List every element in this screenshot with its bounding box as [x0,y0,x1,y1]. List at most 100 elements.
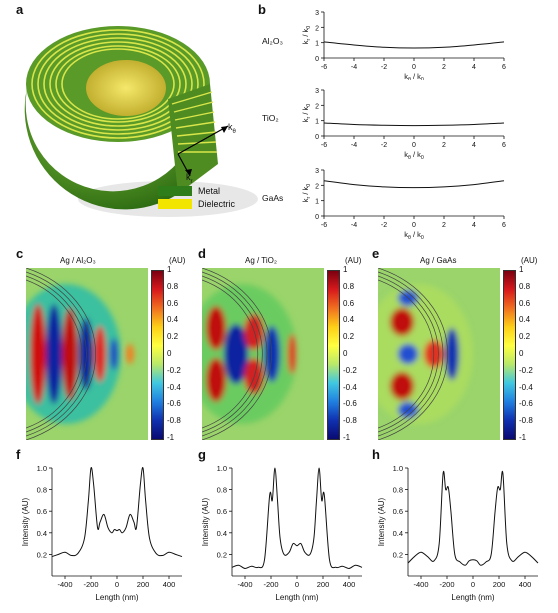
plot-frame [324,170,504,216]
y-tick-label: 0.2 [37,550,47,559]
y-axis-label: kr / k0 [301,26,312,45]
colorbar-tick-label: -0.2 [519,365,533,375]
y-tick-label: 0.4 [393,529,403,538]
legend-item-dielectric: Dielectric [158,199,235,209]
series-line [323,41,505,49]
series-line [407,470,539,566]
x-tick-label: 400 [163,580,176,589]
colorbar-tick-label: 0.2 [167,332,179,342]
panel-label-g: g [198,447,206,462]
x-tick-label: -400 [413,580,428,589]
colorbar-tick-label: -0.8 [167,416,181,426]
colorbar-tick-label: -0.2 [167,365,181,375]
plot-frame [324,12,504,58]
material-legend: Metal Dielectric [158,186,235,209]
colorbar-tick-label: -1 [519,433,527,442]
colorbar-tick-label: 1 [343,265,348,274]
y-tick-label: 0 [315,56,319,63]
x-tick-label: -200 [263,580,278,589]
y-tick-label: 0.6 [37,507,47,516]
series-line [323,180,505,189]
x-tick-label: 4 [472,64,476,71]
y-tick-label: 0.8 [217,486,227,495]
y-tick-label: 1.0 [37,464,47,473]
y-tick-label: 0.4 [217,529,227,538]
colorbar-unit: (AU) [521,256,538,265]
x-tick-label: -200 [83,580,98,589]
x-tick-label: 200 [493,580,506,589]
field-map-c [26,268,148,440]
field-map-d [202,268,324,440]
colorbar-tick-label: -0.6 [167,399,181,409]
colorbar-tick-label: -1 [343,433,351,442]
colorbar-unit: (AU) [345,256,362,265]
y-tick-label: 0.8 [393,486,403,495]
dispersion-plot-al2o3: -6 -4 -2 0 2 4 6 0 1 2 3 kθ / k0 kr / k0 [301,10,506,80]
material-label-tio2: TiO₂ [262,113,279,123]
x-tick-label: -400 [57,580,72,589]
series-line [51,467,183,558]
x-tick-label: -2 [381,222,387,229]
y-tick-label: 2 [315,103,319,110]
x-tick-label: 4 [472,142,476,149]
dispersion-plot-gaas: -6 -4 -2 0 2 4 6 0 1 2 3 kθ / k0 kr / k0 [301,168,506,241]
series-line [323,122,505,127]
x-axis-label: Length (nm) [95,593,138,602]
y-axis-label: Intensity (AU) [201,497,210,546]
y-axis-label: Intensity (AU) [21,497,30,546]
x-tick-label: 0 [412,142,416,149]
colorbar-tick-label: -0.8 [343,416,357,426]
x-tick-label: 4 [472,222,476,229]
x-tick-label: 0 [115,580,119,589]
colorbar-gradient [327,270,340,440]
colorbar-tick-label: -0.8 [519,416,533,426]
colorbar-tick-label: 0.4 [343,315,355,325]
y-tick-label: 1.0 [393,464,403,473]
y-tick-label: 3 [315,168,319,175]
y-tick-label: 0.4 [37,529,47,538]
material-label-al2o3: Al₂O₃ [262,36,283,46]
x-tick-label: 6 [502,64,506,71]
y-tick-label: 0.8 [37,486,47,495]
x-tick-label: 2 [442,64,446,71]
y-tick-label: 2 [315,25,319,32]
colorbar-tick-label: 0 [343,349,348,358]
colorbar-tick-label: 0.8 [343,281,355,291]
y-tick-label: 0 [315,134,319,141]
panel-label-c: c [16,246,24,261]
panel-label-b: b [258,2,266,17]
colorbar-tick-label: -0.6 [343,399,357,409]
series-line [231,467,363,569]
panel-label-e: e [372,246,380,261]
x-tick-label: 400 [343,580,356,589]
y-tick-label: 2 [315,183,319,190]
y-axis-label: kr / k0 [301,184,312,203]
colorbar-tick-label: 0.6 [343,298,355,308]
plot-frame [232,468,362,576]
x-tick-label: 0 [412,222,416,229]
y-tick-label: 1 [315,199,319,206]
dispersion-plot-tio2: -6 -4 -2 0 2 4 6 0 1 2 3 kθ / k0 kr / k0 [301,88,506,160]
material-label-gaas: GaAs [262,193,284,203]
x-tick-label: -4 [351,142,357,149]
y-tick-label: 1 [315,41,319,48]
colorbar-tick-label: -1 [167,433,175,442]
legend-swatch-dielectric [158,199,192,209]
y-tick-label: 3 [315,88,319,95]
legend-swatch-metal [158,186,192,196]
x-axis-label: kθ / k0 [404,150,424,160]
map-title-e: Ag / GaAs [420,256,457,265]
y-tick-label: 3 [315,10,319,17]
y-tick-label: 0.2 [393,550,403,559]
x-tick-label: 6 [502,142,506,149]
y-tick-label: 0.6 [217,507,227,516]
panel-label-a: a [16,2,24,17]
panel-label-f: f [16,447,21,462]
intensity-profile-h: -400 -200 0 200 400 0.2 0.4 0.6 0.8 1.0 Length (nm… [377,464,539,602]
colorbar-tick-label: 1 [519,265,524,274]
x-axis-label: kθ / k0 [404,230,424,241]
colorbar-tick-label: -0.6 [519,399,533,409]
x-tick-label: -4 [351,222,357,229]
colorbar-tick-label: -0.2 [343,365,357,375]
colorbar-tick-label: 0.4 [519,315,531,325]
